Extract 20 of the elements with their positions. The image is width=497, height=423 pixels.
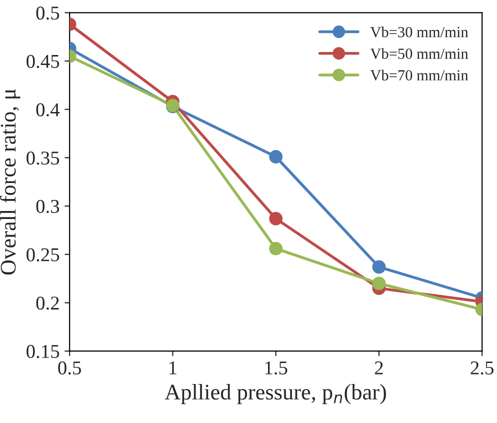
y-tick-label: 0.15	[26, 344, 60, 358]
y-tick-label: 0.25	[26, 248, 60, 262]
x-axis-title: Apllied pressure, p$_{n}$(bar)	[164, 384, 386, 404]
y-tick-label: 0.4	[36, 103, 60, 116]
legend-label: Vb=50 mm/min	[370, 48, 468, 59]
y-tick-label: 0.35	[26, 152, 60, 165]
y-tick-label: 0.5	[36, 6, 60, 20]
x-tick-label: 1	[170, 361, 176, 374]
x-tick-label: 1.5	[265, 361, 288, 375]
x-tick-label: 2.5	[470, 361, 494, 375]
y-tick-label: 0.2	[36, 296, 59, 310]
legend-label: Vb=70 mm/min	[370, 70, 468, 81]
point	[269, 242, 283, 256]
y-tick-label: 0.3	[36, 200, 60, 214]
y-tick-label: 0.45	[26, 54, 60, 68]
legend-label: Vb=30 mm/min	[370, 26, 468, 38]
y-axis-title: Overall force ratio, μ	[0, 89, 20, 275]
x-tick-label: 2	[374, 361, 383, 374]
point	[269, 212, 283, 226]
x-tick-label: 0.5	[58, 361, 81, 375]
